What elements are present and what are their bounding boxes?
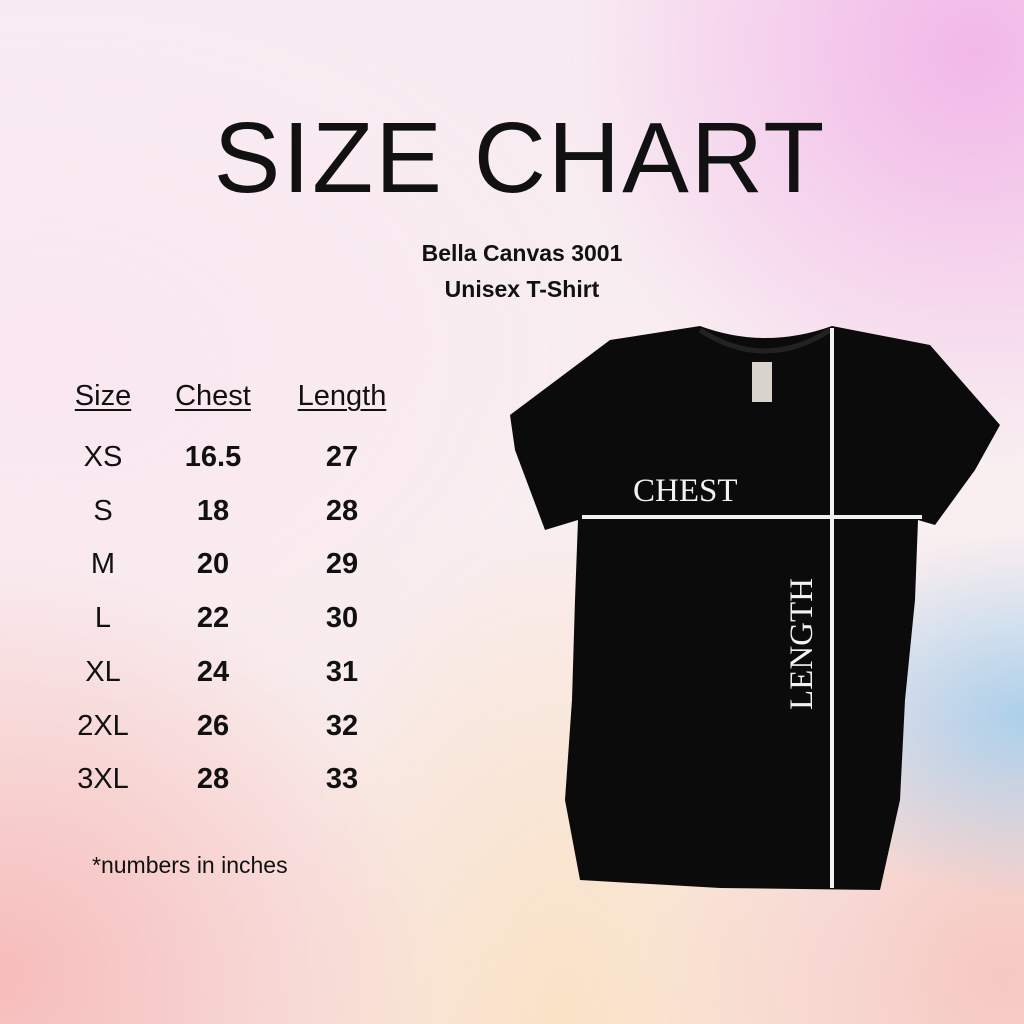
cell-size: 3XL bbox=[77, 763, 129, 796]
cell-chest: 24 bbox=[196, 655, 230, 688]
cell-size: XS bbox=[83, 441, 123, 473]
cell-chest: 20 bbox=[196, 548, 230, 581]
collar bbox=[698, 327, 832, 354]
subtitle-model: Bella Canvas 3001 bbox=[421, 240, 623, 266]
cell-chest: 16.5 bbox=[184, 441, 242, 473]
page-title: SIZE CHART bbox=[213, 102, 827, 214]
cell-size: M bbox=[90, 548, 116, 581]
cell-length: 27 bbox=[325, 441, 359, 473]
header-length: Length bbox=[297, 380, 387, 412]
cell-length: 33 bbox=[325, 763, 359, 796]
header-size: Size bbox=[74, 380, 132, 412]
cell-length: 32 bbox=[325, 709, 359, 742]
cell-size: S bbox=[93, 494, 113, 527]
cell-size: 2XL bbox=[77, 709, 129, 742]
chest-label: CHEST bbox=[633, 473, 738, 509]
footnote: *numbers in inches bbox=[92, 852, 288, 878]
length-label: LENGTH bbox=[784, 578, 820, 710]
cell-chest: 28 bbox=[196, 763, 230, 796]
cell-chest: 18 bbox=[196, 494, 230, 527]
cell-chest: 26 bbox=[196, 709, 230, 742]
header-chest: Chest bbox=[175, 380, 251, 412]
tshirt-shape bbox=[510, 326, 1000, 890]
cell-size: L bbox=[94, 602, 112, 635]
subtitle-type: Unisex T-Shirt bbox=[444, 276, 600, 302]
shirt-tag bbox=[752, 362, 772, 402]
cell-length: 28 bbox=[325, 494, 359, 527]
cell-length: 30 bbox=[325, 602, 359, 635]
cell-chest: 22 bbox=[196, 602, 230, 635]
cell-length: 29 bbox=[325, 548, 359, 581]
cell-length: 31 bbox=[325, 655, 359, 688]
cell-size: XL bbox=[85, 655, 121, 688]
